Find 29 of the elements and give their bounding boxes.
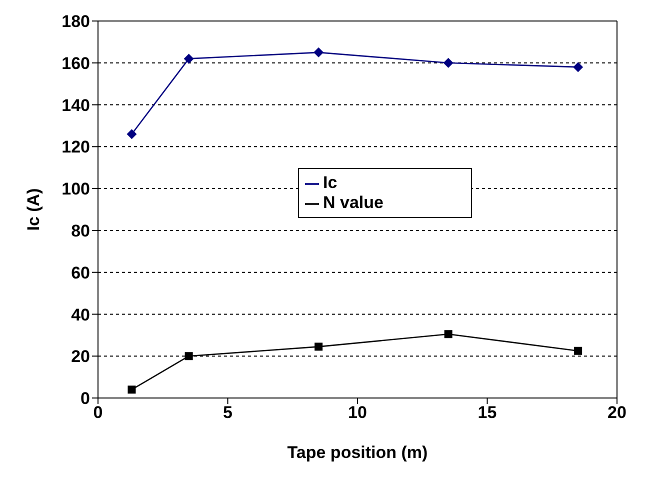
y-tick-label: 160 bbox=[62, 54, 90, 73]
point bbox=[574, 346, 582, 355]
y-axis-title: Ic (A) bbox=[24, 188, 44, 231]
y-tick-label: 140 bbox=[62, 96, 90, 115]
x-axis-title: Tape position (m) bbox=[287, 443, 428, 462]
point bbox=[314, 342, 323, 351]
x-tick-label: 5 bbox=[223, 403, 232, 422]
y-tick-label: 100 bbox=[62, 180, 90, 199]
x-tick-label: 15 bbox=[478, 403, 497, 422]
y-tick-label: 80 bbox=[71, 221, 90, 240]
point bbox=[444, 330, 452, 338]
x-tick-label: 10 bbox=[348, 403, 367, 422]
point bbox=[314, 47, 324, 58]
point bbox=[128, 386, 136, 394]
point bbox=[184, 352, 193, 360]
y-tick-label: 180 bbox=[62, 12, 90, 32]
y-tick-label: 120 bbox=[62, 138, 90, 157]
legend-label: N value bbox=[323, 193, 384, 212]
x-tick-label: 20 bbox=[608, 403, 626, 422]
y-tick-label: 60 bbox=[71, 263, 90, 282]
y-tick-label: 40 bbox=[71, 305, 90, 324]
point bbox=[573, 62, 584, 72]
y-tick-label: 0 bbox=[80, 389, 90, 408]
point bbox=[126, 129, 137, 140]
y-tick-label: 20 bbox=[71, 347, 90, 366]
x-tick-label: 0 bbox=[93, 403, 103, 422]
point bbox=[443, 58, 454, 68]
legend-label: Ic bbox=[323, 173, 338, 192]
point bbox=[184, 54, 194, 64]
